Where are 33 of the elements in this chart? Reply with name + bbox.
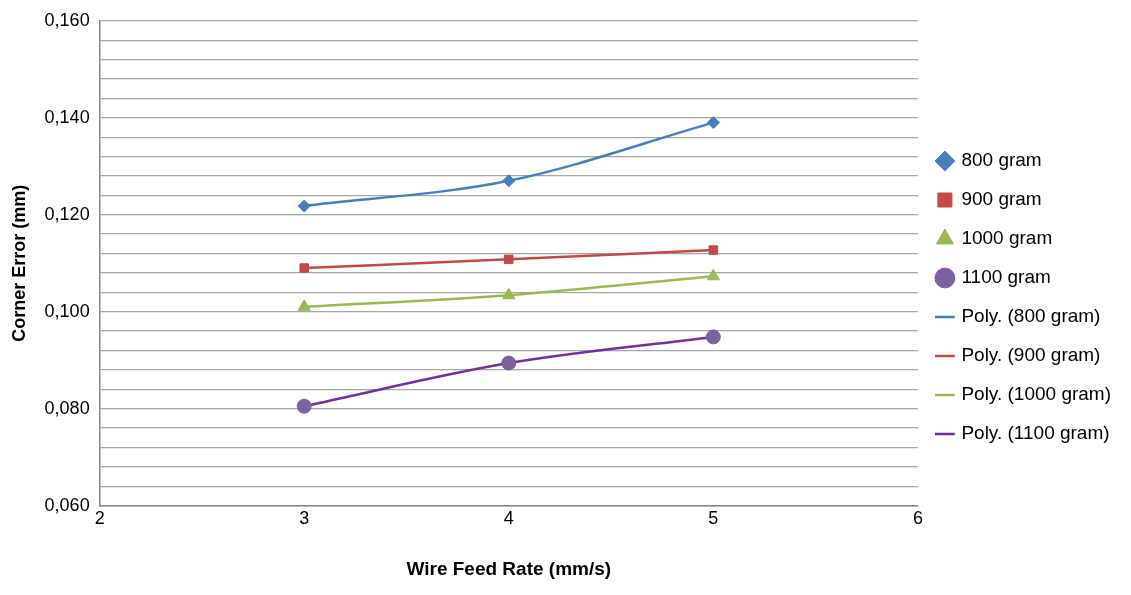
y-tick-label: 0,060	[44, 494, 90, 515]
legend-label: 800 gram	[961, 149, 1042, 171]
point	[705, 329, 721, 345]
legend-label: Poly. (1100 gram)	[961, 422, 1110, 444]
point	[296, 398, 312, 414]
legend-label: Poly. (1000 gram)	[961, 383, 1112, 405]
y-axis-title: Corner Error (mm)	[8, 184, 29, 342]
y-tick-label: 0,160	[44, 9, 90, 30]
x-tick-label: 2	[94, 508, 105, 529]
x-tick-label: 4	[503, 508, 514, 529]
y-tick-label: 0,140	[44, 106, 90, 127]
legend-label: Poly. (900 gram)	[961, 344, 1101, 366]
x-tick-label: 3	[299, 508, 310, 529]
point	[297, 199, 311, 213]
y-tick-label: 0,120	[44, 203, 90, 224]
legend-label: 1100 gram	[961, 266, 1051, 288]
point	[501, 355, 517, 371]
legend-label: Poly. (800 gram)	[961, 305, 1101, 327]
y-tick-label: 0,100	[44, 300, 90, 321]
point	[708, 245, 719, 255]
legend-label: 1000 gram	[961, 227, 1053, 249]
x-tick-label: 5	[708, 508, 719, 529]
point	[297, 299, 311, 311]
point	[504, 254, 514, 265]
x-axis-title: Wire Feed Rate (mm/s)	[406, 557, 612, 579]
y-tick-label: 0,080	[44, 397, 90, 418]
point	[706, 116, 720, 130]
legend-label: 900 gram	[961, 188, 1042, 210]
point	[706, 268, 720, 281]
x-tick-label: 6	[912, 508, 923, 529]
point	[299, 263, 309, 273]
point	[502, 287, 516, 300]
point	[502, 174, 516, 188]
